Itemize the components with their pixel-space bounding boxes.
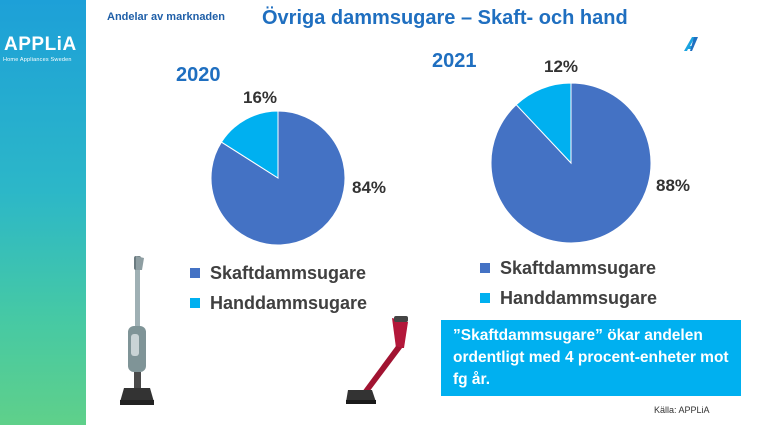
note-text: ”Skaftdammsugare” ökar andelen ordentlig… xyxy=(453,327,729,388)
legend-2020: Skaftdammsugare Handdammsugare xyxy=(190,258,367,318)
callout-note: ”Skaftdammsugare” ökar andelen ordentlig… xyxy=(441,320,741,396)
logo-subtext: Home Appliances Sweden xyxy=(3,57,72,63)
legend-swatch-skaft xyxy=(190,268,200,278)
pie-chart-2021 xyxy=(490,82,652,244)
legend-swatch-skaft xyxy=(480,263,490,273)
pie-2021-hand-label: 12% xyxy=(544,57,579,76)
pie-slice-hand xyxy=(220,110,279,179)
sidebar-band: APPLiA Home Appliances Sweden xyxy=(0,0,86,425)
legend-label-skaft: Skaftdammsugare xyxy=(500,257,657,278)
source-credit: Källa: APPLiA xyxy=(654,405,710,415)
legend-label-hand: Handdammsugare xyxy=(210,292,368,313)
legend-swatch-hand xyxy=(480,293,490,303)
stick-vacuum-illustration xyxy=(120,256,154,405)
legend-item-hand: Handdammsugare xyxy=(480,283,657,313)
legend-label-hand: Handdammsugare xyxy=(500,287,658,308)
legend-item-skaft: Skaftdammsugare xyxy=(480,253,657,283)
section-label: Andelar av marknaden xyxy=(107,11,225,23)
pie-2021-title: 2021 xyxy=(432,50,477,72)
pie-2020-hand-label: 16% xyxy=(243,88,278,107)
legend-label-skaft: Skaftdammsugare xyxy=(210,262,367,283)
pie-2021-skaft-label: 88% xyxy=(656,176,691,195)
logo: APPLiA xyxy=(4,34,77,55)
pie-chart-2020 xyxy=(210,110,346,246)
legend-item-skaft: Skaftdammsugare xyxy=(190,258,367,288)
legend-swatch-hand xyxy=(190,298,200,308)
page-title: Övriga dammsugare – Skaft- och hand xyxy=(262,7,628,29)
legend-item-hand: Handdammsugare xyxy=(190,288,367,318)
pie-2020-skaft-label: 84% xyxy=(352,178,387,197)
pie-slice-hand xyxy=(515,82,572,165)
legend-2021: Skaftdammsugare Handdammsugare xyxy=(480,253,657,313)
brand-mark-icon xyxy=(684,37,698,51)
handheld-vacuum-illustration xyxy=(346,316,408,404)
pie-2020-title: 2020 xyxy=(176,64,221,86)
